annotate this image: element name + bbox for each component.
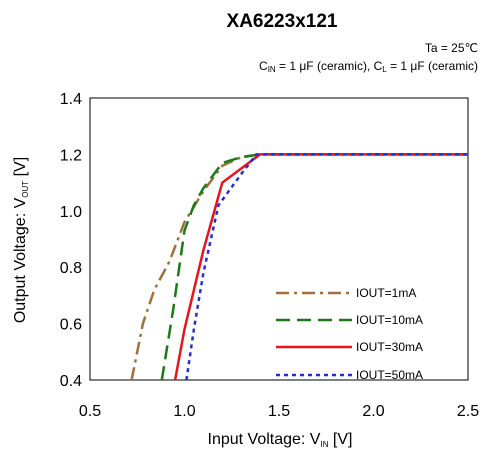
x-axis-label-sub: IN xyxy=(320,440,328,449)
cin-value: = 1 μF (ceramic), C xyxy=(276,59,383,73)
y-tick-label: 0.8 xyxy=(60,260,82,277)
series-line-iout-10ma xyxy=(160,153,468,380)
x-tick-label: 2.0 xyxy=(362,403,384,420)
x-axis-label: Input Voltage: VIN [V] xyxy=(208,431,353,449)
legend: IOUT=1mA IOUT=10mA IOUT=30mA IOUT=50mA xyxy=(276,286,423,382)
x-tick-label: 1.5 xyxy=(268,403,290,420)
cin-prefix: C xyxy=(259,59,268,73)
y-tick-label: 0.6 xyxy=(60,317,82,334)
legend-label: IOUT=1mA xyxy=(356,286,416,300)
cl-value: = 1 μF (ceramic) xyxy=(387,59,478,73)
x-axis-label-unit: [V] xyxy=(328,431,352,448)
plot-area xyxy=(89,97,469,381)
ticks-layer: 0.5 1.0 1.5 2.0 2.5 0.4 0.6 0.8 1.0 1.2 1.4 xyxy=(60,91,479,420)
y-axis-label: Output Voltage: VOUT [V] xyxy=(12,157,30,323)
y-axis-label-sub: OUT xyxy=(21,181,30,198)
condition-capacitors: CIN = 1 μF (ceramic), CL = 1 μF (ceramic… xyxy=(259,59,478,74)
legend-label: IOUT=10mA xyxy=(356,313,423,327)
x-axis-label-main: Input Voltage: V xyxy=(208,431,321,448)
y-tick-label: 1.0 xyxy=(60,204,82,221)
x-tick-label: 0.5 xyxy=(79,403,101,420)
y-tick-label: 1.4 xyxy=(60,91,82,108)
y-tick-label: 0.4 xyxy=(60,373,82,390)
y-axis-label-main: Output Voltage: V xyxy=(12,197,29,323)
y-tick-label: 1.2 xyxy=(60,147,82,164)
chart-title: XA6223x121 xyxy=(227,11,338,32)
series-line-iout-30ma xyxy=(173,153,468,380)
series-line-iout-50ma xyxy=(185,153,468,380)
x-tick-label: 1.0 xyxy=(173,403,195,420)
y-axis-label-unit: [V] xyxy=(12,157,29,181)
legend-label: IOUT=50mA xyxy=(356,368,423,382)
condition-temperature: Ta = 25℃ xyxy=(425,41,478,55)
legend-label: IOUT=30mA xyxy=(356,340,423,354)
cin-subscript: IN xyxy=(268,65,276,74)
x-tick-label: 2.5 xyxy=(457,403,479,420)
cl-subscript: L xyxy=(382,65,387,74)
series-layer xyxy=(130,153,468,380)
